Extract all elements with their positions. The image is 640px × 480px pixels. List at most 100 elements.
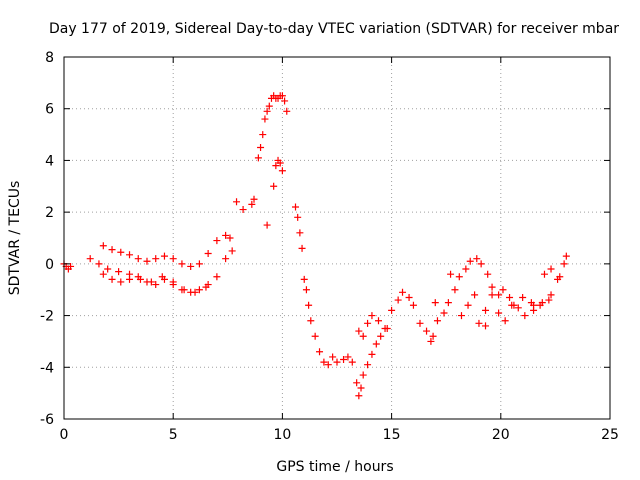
series-late-lower: [457, 252, 570, 327]
data-point: [169, 255, 177, 263]
data-point: [222, 255, 230, 263]
data-point: [307, 317, 315, 325]
data-point: [296, 229, 304, 237]
x-tick-label: 15: [383, 427, 401, 443]
data-point: [300, 275, 308, 283]
data-point: [254, 154, 262, 162]
data-point: [213, 273, 221, 281]
data-point: [488, 291, 496, 299]
data-point: [117, 278, 125, 286]
data-point: [329, 353, 337, 361]
series-late-upper: [444, 255, 568, 309]
data-point: [562, 252, 570, 260]
data-point: [556, 273, 564, 281]
data-point: [473, 255, 481, 263]
y-axis-label: SDTVAR / TECUs: [7, 181, 23, 296]
data-point: [488, 283, 496, 291]
data-point: [540, 270, 548, 278]
data-point: [178, 286, 186, 294]
data-point: [187, 288, 195, 296]
series-decline: [292, 203, 341, 369]
data-point: [381, 325, 389, 332]
data-point: [270, 182, 278, 190]
series-late-scatter: [427, 265, 555, 345]
data-point: [257, 144, 265, 151]
data-point: [464, 301, 472, 309]
data-point: [316, 348, 324, 356]
data-point: [108, 246, 116, 254]
data-point: [204, 281, 212, 289]
data-point: [99, 242, 107, 250]
data-point: [499, 286, 507, 294]
data-point: [233, 198, 241, 206]
data-point: [416, 319, 424, 327]
data-point: [466, 257, 474, 265]
data-point: [261, 115, 269, 123]
data-point: [143, 278, 151, 286]
data-point: [344, 353, 352, 361]
data-point: [178, 260, 186, 268]
y-tick-label: 2: [45, 205, 54, 221]
data-point: [471, 291, 479, 299]
data-point: [431, 299, 439, 307]
y-tick-label: 4: [45, 153, 54, 169]
x-tick-label: 10: [273, 427, 291, 443]
plot-frame: [63, 56, 611, 420]
data-point: [294, 213, 302, 221]
data-point: [508, 301, 516, 309]
series-trough: [340, 325, 391, 400]
y-tick-label: 6: [45, 102, 54, 118]
data-point: [484, 270, 492, 278]
y-tick-label: -6: [40, 412, 54, 428]
data-point: [333, 358, 341, 366]
data-point: [409, 301, 417, 309]
x-tick-label: 20: [492, 427, 510, 443]
data-point: [451, 286, 459, 294]
data-point: [514, 304, 522, 312]
data-point: [134, 255, 142, 263]
data-point: [86, 255, 94, 263]
data-point: [283, 107, 291, 115]
data-point: [359, 371, 367, 379]
data-point: [278, 92, 286, 100]
data-point: [99, 270, 107, 278]
y-tick-label: -4: [40, 360, 54, 376]
data-point: [560, 260, 568, 268]
data-point: [444, 299, 452, 307]
data-point: [222, 231, 230, 239]
data-point: [364, 319, 372, 327]
data-point: [213, 237, 221, 245]
data-point: [440, 309, 448, 317]
x-tick-label: 5: [169, 427, 178, 443]
data-point: [394, 296, 402, 304]
x-tick-label: 25: [601, 427, 619, 443]
data-point: [272, 162, 280, 170]
y-tick-label: -2: [40, 309, 54, 325]
data-point: [152, 255, 160, 263]
data-point: [364, 361, 372, 369]
data-point: [126, 275, 134, 283]
data-point: [368, 350, 376, 358]
y-tick-label: 0: [45, 257, 54, 273]
axis-ticks: 0 5 10 15 20 25 -6 -4 -2 0 2 4 6 8: [40, 50, 619, 443]
data-point: [348, 358, 356, 366]
data-point: [501, 317, 509, 325]
data-point: [160, 252, 168, 260]
data-point: [495, 309, 503, 317]
data-point: [108, 275, 116, 283]
x-axis-label: GPS time / hours: [276, 459, 393, 475]
data-point: [250, 195, 258, 203]
data-point: [433, 317, 441, 325]
data-point: [427, 337, 435, 345]
data-point: [298, 244, 306, 252]
series-dip-mid: [99, 270, 212, 296]
data-point: [447, 270, 455, 278]
data-point: [195, 260, 203, 268]
data-point: [324, 361, 332, 369]
data-point: [169, 281, 177, 289]
data-point: [359, 332, 367, 340]
data-point: [355, 392, 363, 400]
series-peak-low: [263, 156, 286, 229]
data-point: [405, 293, 413, 301]
data-point: [311, 332, 319, 340]
